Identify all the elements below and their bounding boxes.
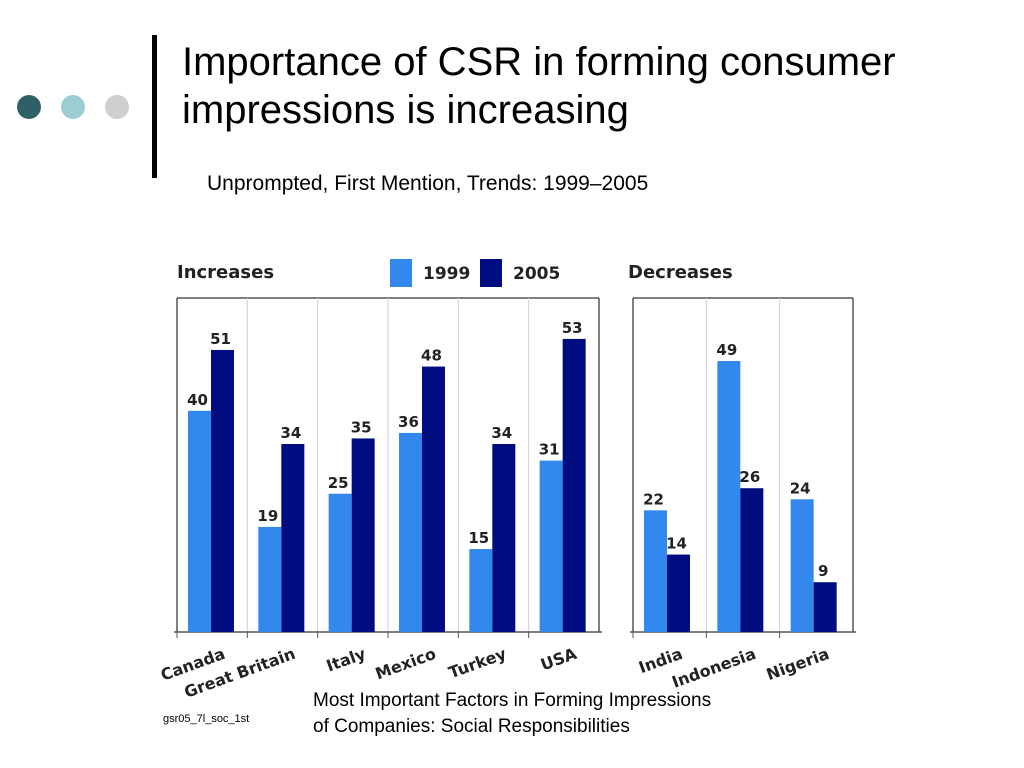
slide-title: Importance of CSR in forming consumer im…: [182, 40, 896, 132]
data-label-italy-1999: 25: [328, 474, 349, 492]
chart-caption: Most Important Factors in Forming Impres…: [313, 688, 711, 740]
data-label-nigeria-1999: 24: [790, 479, 811, 497]
category-label-turkey: Turkey: [446, 644, 509, 683]
data-label-canada-2005: 51: [210, 330, 231, 348]
bar-great-britain-2005: [281, 443, 305, 632]
panel-title-increases: Increases: [177, 262, 274, 283]
bar-india-1999: [644, 510, 667, 632]
data-label-italy-2005: 35: [351, 418, 372, 436]
decorative-dot-teal: [61, 95, 85, 119]
title-divider-bar: [152, 35, 157, 178]
data-label-turkey-1999: 15: [468, 529, 489, 547]
data-label-usa-2005: 53: [562, 319, 583, 337]
data-label-great-britain-1999: 19: [257, 507, 278, 525]
data-label-usa-1999: 31: [539, 441, 560, 459]
bar-india-2005: [667, 554, 690, 632]
data-label-great-britain-2005: 34: [280, 424, 301, 442]
bar-nigeria-2005: [813, 582, 837, 632]
bar-usa-2005: [562, 338, 586, 632]
bar-nigeria-1999: [790, 499, 814, 632]
data-label-nigeria-2005: 9: [818, 562, 828, 580]
caption-line-2: of Companies: Social Responsibilities: [313, 716, 630, 737]
category-label-mexico: Mexico: [373, 644, 439, 683]
bar-mexico-2005: [421, 366, 445, 632]
bar-canada-2005: [211, 349, 234, 632]
category-label-italy: Italy: [324, 644, 369, 676]
data-label-india-2005: 14: [666, 535, 687, 553]
bar-indonesia-1999: [717, 361, 741, 632]
bar-turkey-1999: [469, 549, 493, 632]
decorative-dot-light: [105, 95, 129, 119]
source-code: gsr05_7l_soc_1st: [163, 713, 250, 725]
bar-turkey-2005: [492, 443, 516, 632]
data-label-canada-1999: 40: [187, 391, 208, 409]
bar-canada-1999: [188, 410, 211, 632]
data-label-india-1999: 22: [643, 490, 664, 508]
data-label-indonesia-2005: 26: [739, 468, 760, 486]
category-label-usa: USA: [538, 644, 580, 675]
caption-line-1: Most Important Factors in Forming Impres…: [313, 690, 712, 711]
legend-label-1999: 1999: [423, 264, 470, 284]
legend-swatch-1999: [390, 259, 412, 287]
category-label-nigeria: Nigeria: [764, 644, 832, 684]
legend-label-2005: 2005: [513, 264, 560, 284]
decorative-dot-dark: [17, 95, 41, 119]
data-label-turkey-2005: 34: [491, 424, 512, 442]
data-label-mexico-1999: 36: [398, 413, 419, 431]
bar-usa-1999: [539, 460, 563, 632]
bar-italy-1999: [328, 493, 352, 632]
panel-title-decreases: Decreases: [628, 262, 733, 283]
bar-mexico-1999: [398, 432, 422, 632]
legend-swatch-2005: [480, 259, 502, 287]
data-label-indonesia-1999: 49: [716, 341, 737, 359]
bar-great-britain-1999: [258, 526, 282, 632]
bar-italy-2005: [351, 438, 375, 632]
bar-indonesia-2005: [740, 488, 764, 632]
category-label-indonesia: Indonesia: [669, 644, 758, 692]
slide-subtitle: Unprompted, First Mention, Trends: 1999–…: [207, 172, 649, 195]
data-label-mexico-2005: 48: [421, 347, 442, 365]
